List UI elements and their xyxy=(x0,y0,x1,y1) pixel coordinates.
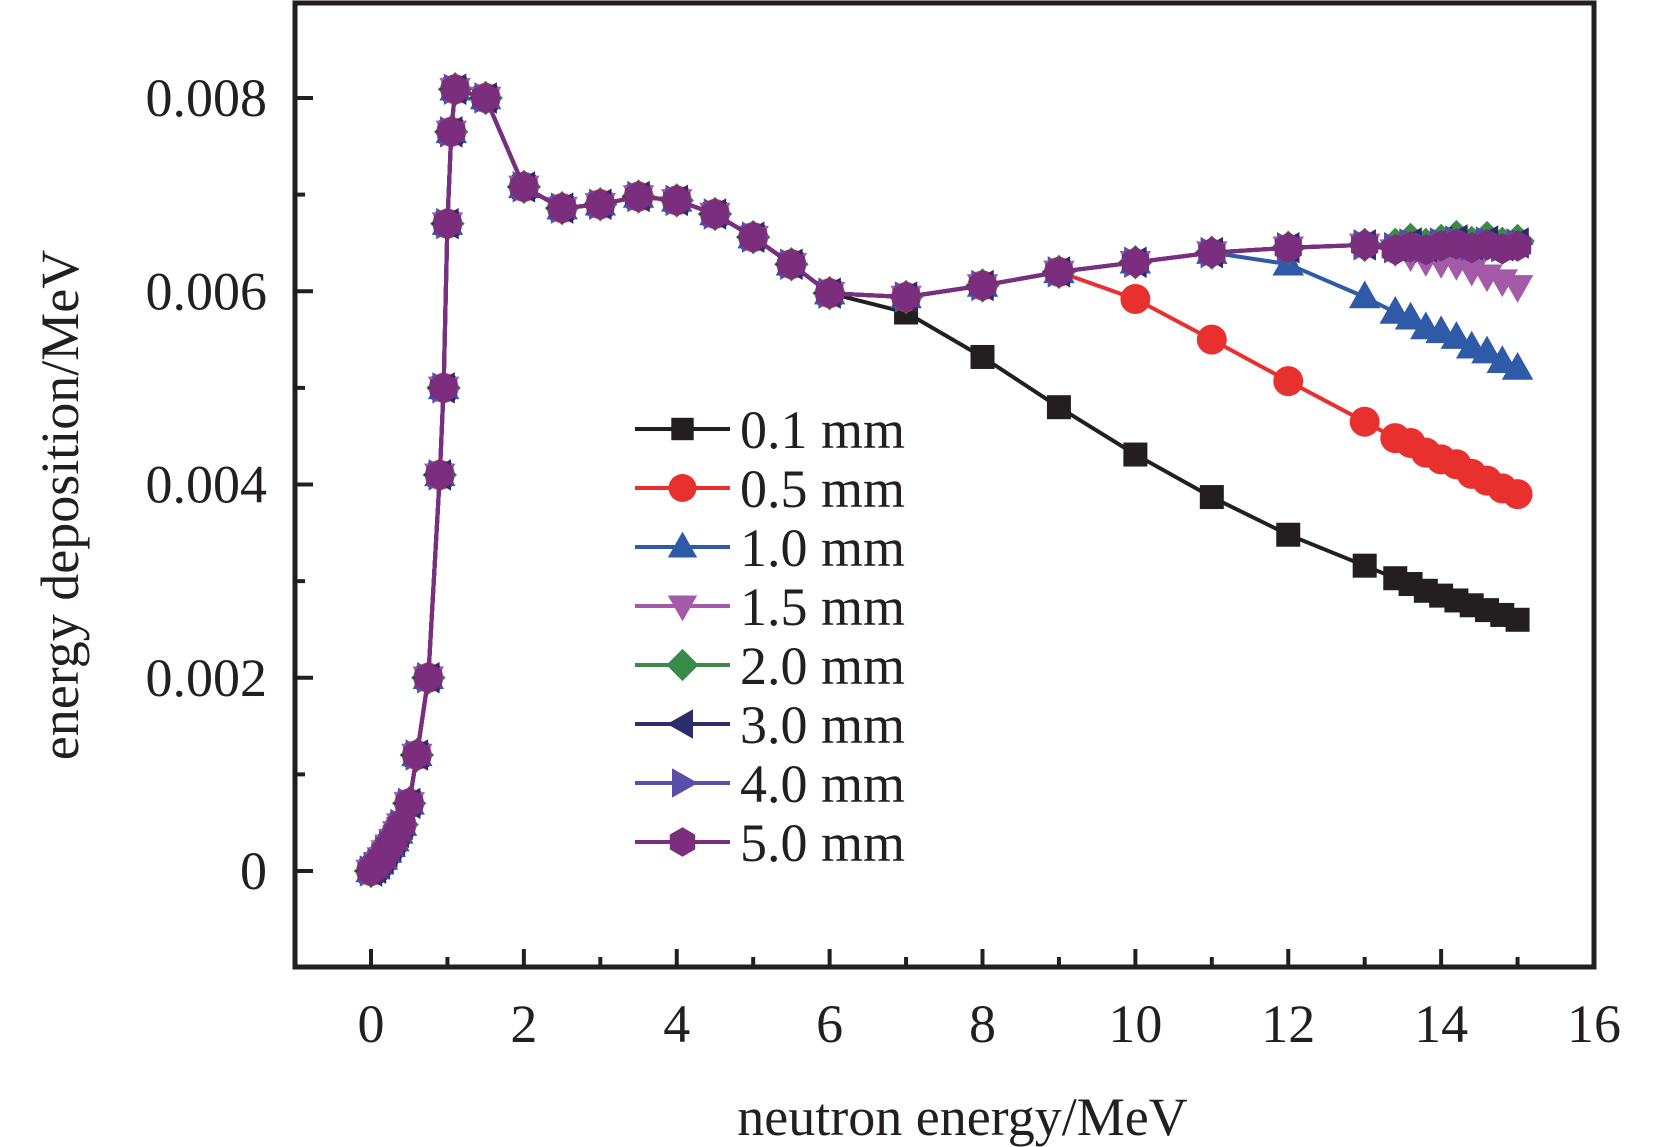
data-point xyxy=(1348,280,1381,309)
x-axis-tick-labels: 0 2 4 6 8 10 12 14 16 xyxy=(358,994,1622,1054)
legend-item: 0.5 mm xyxy=(635,459,905,519)
data-point xyxy=(1121,246,1149,278)
data-point xyxy=(437,116,465,148)
y-tick-label: 0.008 xyxy=(146,68,268,128)
legend-label: 3.0 mm xyxy=(740,695,905,755)
legend-marker-triangle-down-icon xyxy=(667,595,698,622)
y-tick-label: 0.006 xyxy=(146,261,268,321)
data-point xyxy=(701,198,729,230)
y-axis-ticks xyxy=(295,96,313,873)
legend-marker-hexagon-icon xyxy=(669,827,696,857)
data-point xyxy=(1501,352,1534,380)
data-point xyxy=(1501,275,1534,303)
data-point xyxy=(441,73,469,106)
plot-area xyxy=(353,72,1535,889)
legend-item: 4.0 mm xyxy=(635,754,905,814)
data-point xyxy=(426,459,454,491)
legend-item: 1.0 mm xyxy=(635,518,905,578)
data-point xyxy=(1046,395,1071,420)
data-point xyxy=(1394,301,1427,330)
legend-marker-triangle-right-icon xyxy=(672,768,698,798)
data-point xyxy=(1199,485,1224,510)
legend-item: 2.0 mm xyxy=(635,636,905,696)
data-point xyxy=(1352,553,1377,578)
x-tick-label: 2 xyxy=(510,994,537,1054)
legend-marker-circle-icon xyxy=(668,474,697,502)
legend-label: 2.0 mm xyxy=(740,636,905,696)
data-point xyxy=(1120,283,1151,314)
data-point xyxy=(663,184,691,217)
data-point xyxy=(1045,256,1073,288)
data-point xyxy=(510,171,538,203)
data-point xyxy=(548,192,576,224)
data-point xyxy=(395,787,423,820)
legend-label: 1.0 mm xyxy=(740,518,905,578)
data-point xyxy=(1273,366,1304,397)
x-axis-title: neutron energy/MeV xyxy=(737,1087,1187,1147)
data-point xyxy=(1440,321,1473,349)
data-point xyxy=(1274,232,1302,264)
x-tick-label: 0 xyxy=(358,994,385,1054)
y-tick-label: 0.004 xyxy=(146,455,268,515)
legend-label: 1.5 mm xyxy=(740,577,905,637)
legend-label: 5.0 mm xyxy=(740,813,905,873)
y-tick-label: 0.002 xyxy=(146,648,268,708)
y-axis-title: energy deposition/MeV xyxy=(30,250,90,760)
x-tick-label: 4 xyxy=(663,994,690,1054)
data-point xyxy=(414,662,442,694)
series-5_0-mm xyxy=(357,73,1532,887)
data-point xyxy=(1123,442,1148,467)
x-tick-label: 6 xyxy=(816,994,843,1054)
data-point xyxy=(816,277,844,309)
x-tick-label: 8 xyxy=(969,994,996,1054)
data-point xyxy=(433,207,462,240)
legend-marker-triangle-up-icon xyxy=(667,531,698,558)
series-layer xyxy=(353,72,1535,889)
data-point xyxy=(970,344,995,369)
x-tick-label: 14 xyxy=(1414,994,1468,1054)
data-point xyxy=(1471,335,1503,364)
legend-item: 3.0 mm xyxy=(635,695,905,755)
legend-item: 0.1 mm xyxy=(635,400,905,460)
data-point xyxy=(777,248,805,280)
x-axis-ticks xyxy=(369,949,1596,967)
legend-item: 1.5 mm xyxy=(635,577,905,637)
data-point xyxy=(1505,607,1530,632)
data-point xyxy=(1196,324,1227,355)
data-point xyxy=(586,188,614,220)
x-tick-label: 16 xyxy=(1567,994,1621,1054)
legend-marker-diamond-icon xyxy=(666,648,699,682)
legend-label: 0.5 mm xyxy=(740,459,905,519)
data-point xyxy=(472,82,500,114)
legend-marker-square-icon xyxy=(671,417,694,441)
data-point xyxy=(403,739,431,771)
data-point xyxy=(1276,522,1301,547)
data-point xyxy=(624,180,653,213)
legend: 0.1 mm0.5 mm1.0 mm1.5 mm2.0 mm3.0 mm4.0 … xyxy=(635,400,905,873)
legend-item: 5.0 mm xyxy=(635,813,905,873)
legend-label: 0.1 mm xyxy=(740,400,905,460)
data-point xyxy=(739,221,767,253)
legend-marker-triangle-left-icon xyxy=(667,709,693,739)
x-tick-label: 10 xyxy=(1108,994,1162,1054)
y-axis-tick-labels: 0 0.002 0.004 0.006 0.008 xyxy=(146,68,268,901)
data-point xyxy=(1503,230,1532,262)
y-tick-label: 0 xyxy=(240,841,267,901)
x-tick-label: 12 xyxy=(1261,994,1315,1054)
data-point xyxy=(1198,236,1226,269)
data-point xyxy=(1502,479,1533,510)
data-point xyxy=(430,372,458,404)
data-point xyxy=(892,281,920,313)
data-point xyxy=(1349,406,1380,437)
data-point xyxy=(968,269,997,302)
legend-label: 4.0 mm xyxy=(740,754,905,814)
data-point xyxy=(1351,229,1379,261)
